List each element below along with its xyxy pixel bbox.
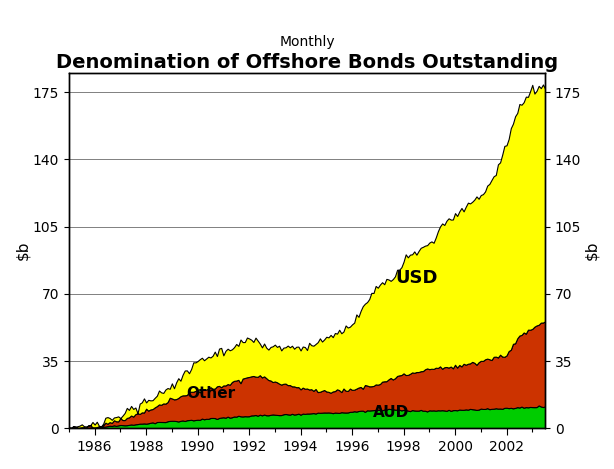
Y-axis label: $b: $b xyxy=(584,241,599,260)
Y-axis label: $b: $b xyxy=(15,241,30,260)
Title: Denomination of Offshore Bonds Outstanding: Denomination of Offshore Bonds Outstandi… xyxy=(56,53,558,71)
Text: USD: USD xyxy=(395,270,438,287)
Text: Monthly: Monthly xyxy=(279,35,335,49)
Text: AUD: AUD xyxy=(373,405,409,420)
Text: Other: Other xyxy=(186,386,235,401)
